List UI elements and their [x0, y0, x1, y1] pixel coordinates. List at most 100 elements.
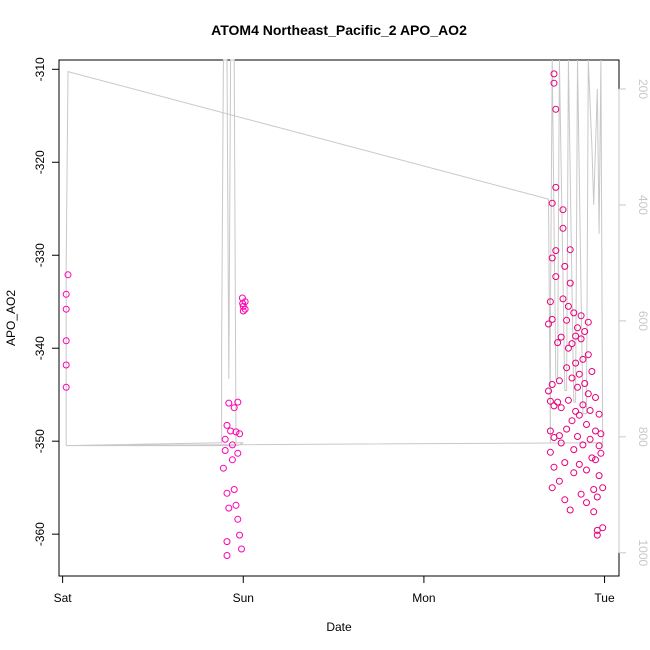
data-point	[574, 433, 581, 440]
data-point	[548, 199, 556, 207]
data-point	[592, 456, 599, 464]
data-point	[564, 302, 572, 310]
data-point	[232, 428, 240, 436]
data-point	[223, 489, 231, 497]
data-point	[230, 486, 238, 493]
data-point	[62, 290, 70, 298]
data-point	[239, 307, 247, 315]
data-point	[577, 312, 585, 320]
data-point	[590, 508, 598, 516]
data-point	[581, 380, 589, 387]
data-point	[584, 318, 592, 326]
data-point	[579, 355, 587, 363]
data-point	[595, 442, 603, 450]
data-point	[221, 435, 229, 443]
x-tick-label: Sun	[233, 591, 254, 605]
data-point	[595, 410, 603, 418]
data-point	[559, 206, 567, 214]
data-point	[561, 459, 569, 467]
y-tick-label: -330	[33, 243, 47, 267]
data-point	[546, 298, 554, 306]
data-point	[234, 449, 242, 457]
data-point	[593, 526, 601, 534]
data-point	[561, 496, 569, 504]
y2-axis: 200 400 600 800 1000	[618, 79, 650, 566]
data-point	[568, 417, 576, 425]
data-point	[225, 504, 233, 512]
data-point	[223, 552, 231, 559]
data-point	[559, 224, 567, 232]
data-point	[566, 246, 574, 254]
data-point	[548, 381, 556, 388]
y-axis: -310 -320 -330 -340 -350 -360	[33, 57, 60, 546]
data-point	[563, 364, 571, 372]
data-point	[593, 493, 601, 501]
altitude-trace	[65, 59, 604, 449]
data-point	[555, 477, 563, 485]
data-point	[548, 254, 556, 262]
data-point	[241, 298, 249, 306]
data-point	[584, 390, 592, 398]
data-point	[559, 295, 567, 303]
data-point	[568, 374, 576, 382]
x-tick-label: Mon	[412, 591, 435, 605]
data-point	[575, 411, 583, 419]
data-point	[572, 407, 580, 415]
data-point	[62, 337, 70, 345]
y2-tick-label: 400	[636, 195, 650, 215]
y2-tick-label: 600	[636, 311, 650, 331]
data-point	[586, 435, 594, 443]
data-point	[572, 359, 580, 367]
y2-tick-label: 800	[636, 427, 650, 447]
data-point	[586, 407, 594, 414]
data-point	[225, 399, 233, 407]
data-point	[552, 183, 560, 191]
y-tick-label: -340	[33, 336, 47, 360]
data-point	[557, 439, 565, 447]
data-point	[234, 515, 242, 523]
x-tick-label: Tue	[594, 591, 615, 605]
data-point	[581, 328, 589, 335]
data-point	[238, 545, 245, 553]
data-point	[575, 370, 583, 378]
data-point	[570, 469, 578, 477]
data-point	[548, 315, 556, 323]
data-point	[548, 484, 556, 492]
chart-title: ATOM4 Northeast_Pacific_2 APO_AO2	[211, 22, 467, 38]
data-point	[228, 456, 236, 464]
plot-frame	[58, 59, 620, 577]
data-point	[546, 427, 554, 435]
data-point	[554, 398, 562, 406]
data-point	[219, 464, 227, 472]
data-point	[566, 506, 574, 514]
data-point	[564, 396, 572, 404]
data-point	[234, 398, 242, 406]
data-point	[232, 501, 240, 509]
data-point	[572, 332, 580, 340]
data-point	[574, 383, 581, 391]
data-point	[550, 402, 558, 410]
data-point	[550, 463, 558, 471]
data-point	[545, 320, 552, 328]
data-point	[550, 79, 558, 87]
data-point	[546, 397, 554, 405]
data-point	[583, 466, 590, 474]
x-axis-label: Date	[326, 620, 352, 634]
data-point	[599, 524, 607, 532]
data-point	[583, 421, 590, 428]
data-point	[575, 460, 583, 468]
data-point	[236, 531, 244, 539]
data-point	[223, 421, 231, 429]
data-point	[552, 273, 560, 281]
data-point	[228, 441, 236, 449]
data-point	[592, 427, 599, 435]
data-point	[550, 70, 558, 78]
data-point	[230, 404, 238, 412]
data-point	[555, 432, 563, 440]
data-point	[554, 339, 562, 347]
data-point	[552, 247, 560, 255]
x-axis: Sat Sun Mon Tue	[54, 575, 615, 605]
y-tick-label: -310	[33, 57, 47, 81]
data-point	[597, 430, 605, 438]
